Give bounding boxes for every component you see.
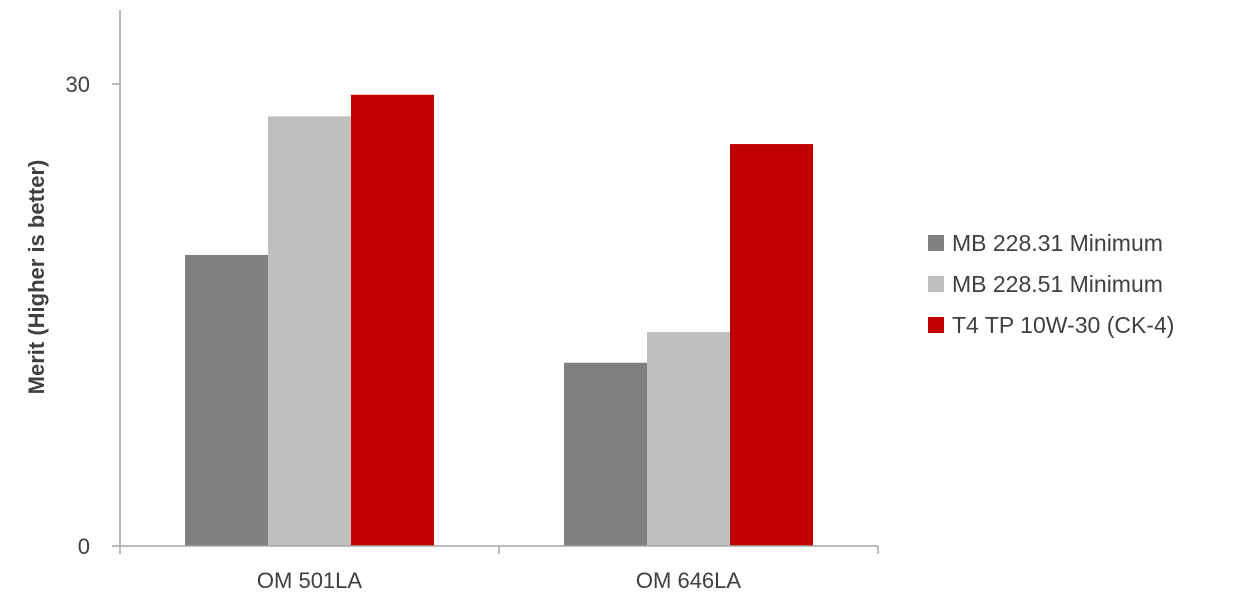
legend-swatch — [928, 276, 944, 292]
legend-label: T4 TP 10W-30 (CK-4) — [952, 312, 1174, 338]
legend: MB 228.31 Minimum MB 228.51 Minimum T4 TP … — [928, 230, 1174, 338]
y-tick-label: 0 — [78, 534, 90, 559]
bar-1-series-1 — [185, 254, 268, 546]
ticks-layer: OM 501LA OM 646LA 0 30 — [66, 72, 879, 593]
bar-1-series-3 — [351, 94, 434, 546]
y-axis-title: Merit (Higher is better) — [24, 160, 49, 395]
legend-label: MB 228.51 Minimum — [952, 271, 1163, 297]
bar-2-series-3 — [730, 144, 813, 546]
legend-swatch — [928, 317, 944, 333]
bar-1-series-2 — [268, 116, 351, 546]
x-tick-label: OM 646LA — [636, 568, 741, 593]
x-tick-label: OM 501LA — [257, 568, 362, 593]
bar-2-series-1 — [564, 362, 647, 546]
bar-2-series-2 — [647, 331, 730, 546]
y-tick-label: 30 — [66, 72, 90, 97]
legend-swatch — [928, 235, 944, 251]
bars-layer — [185, 94, 813, 546]
legend-label: MB 228.31 Minimum — [952, 230, 1163, 256]
